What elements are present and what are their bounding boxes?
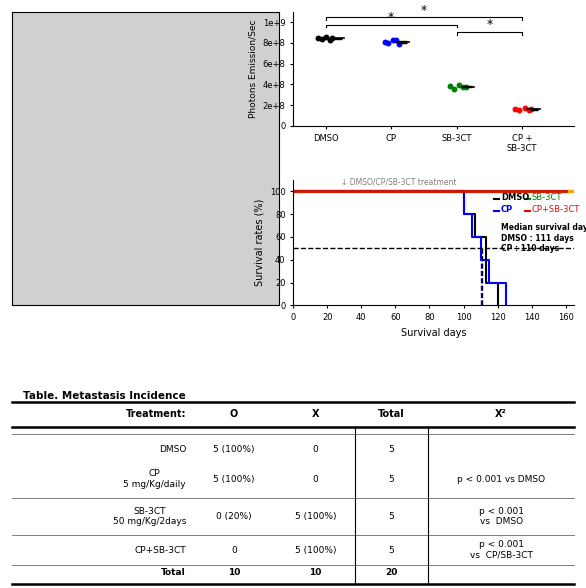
Text: p < 0.001
vs  CP/SB-3CT: p < 0.001 vs CP/SB-3CT xyxy=(470,540,533,560)
Text: X²: X² xyxy=(495,409,507,419)
Text: X: X xyxy=(312,409,319,419)
Point xyxy=(520,103,529,113)
Point xyxy=(455,81,464,90)
Text: SB-3CT: SB-3CT xyxy=(532,193,562,202)
Text: p < 0.001
vs  DMSO: p < 0.001 vs DMSO xyxy=(479,507,524,526)
Text: 5: 5 xyxy=(389,475,394,483)
Text: *: * xyxy=(388,11,394,24)
Text: 5: 5 xyxy=(389,546,394,554)
Point xyxy=(394,39,404,49)
Point xyxy=(392,36,401,45)
Y-axis label: Photons Emission/Sec: Photons Emission/Sec xyxy=(248,19,257,118)
Point xyxy=(445,82,455,91)
Text: Total: Total xyxy=(378,409,405,419)
Point xyxy=(388,35,397,45)
Point xyxy=(524,105,533,115)
Text: Table. Metastasis Incidence: Table. Metastasis Incidence xyxy=(23,391,186,401)
Point xyxy=(317,34,326,44)
Text: 5 (100%): 5 (100%) xyxy=(213,445,255,454)
Text: CP+SB-3CT: CP+SB-3CT xyxy=(532,205,580,214)
Text: CP
5 mg/Kg/daily: CP 5 mg/Kg/daily xyxy=(124,469,186,489)
Text: SB-3CT
50 mg/Kg/2days: SB-3CT 50 mg/Kg/2days xyxy=(113,507,186,526)
Text: *: * xyxy=(486,18,492,31)
Text: 5: 5 xyxy=(389,445,394,454)
Point xyxy=(526,104,536,113)
Text: ↓ DMSO/CP/SB-3CT treatment: ↓ DMSO/CP/SB-3CT treatment xyxy=(341,178,456,186)
Point xyxy=(325,35,335,45)
Text: DMSO: DMSO xyxy=(159,445,186,454)
Text: p < 0.001 vs DMSO: p < 0.001 vs DMSO xyxy=(457,475,545,483)
Text: DMSO: DMSO xyxy=(501,193,529,202)
Text: 5 (100%): 5 (100%) xyxy=(295,546,336,554)
Text: 5 (100%): 5 (100%) xyxy=(213,475,255,483)
Text: 0: 0 xyxy=(312,475,318,483)
Point xyxy=(314,33,323,42)
Text: Total: Total xyxy=(161,568,186,577)
Point xyxy=(458,83,468,92)
Y-axis label: Survival rates (%): Survival rates (%) xyxy=(254,199,264,286)
Text: 0: 0 xyxy=(312,445,318,454)
Text: CP: CP xyxy=(501,205,513,214)
X-axis label: Survival days: Survival days xyxy=(401,328,466,338)
Text: 0: 0 xyxy=(231,546,237,554)
Text: 5: 5 xyxy=(389,512,394,521)
Text: Median survival days :
DMSO : 111 days
CP : 110 days: Median survival days : DMSO : 111 days C… xyxy=(501,223,586,253)
Text: O: O xyxy=(230,409,238,419)
Point xyxy=(321,32,331,41)
Text: 20: 20 xyxy=(385,568,398,577)
Point xyxy=(461,82,471,92)
Point xyxy=(380,37,389,46)
Point xyxy=(449,84,459,93)
Point xyxy=(511,105,520,114)
Point xyxy=(383,38,393,48)
Text: 10: 10 xyxy=(309,568,322,577)
Text: 10: 10 xyxy=(228,568,240,577)
Text: CP+SB-3CT: CP+SB-3CT xyxy=(135,546,186,554)
Text: Treatment:: Treatment: xyxy=(125,409,186,419)
Point xyxy=(515,106,524,115)
Text: 0 (20%): 0 (20%) xyxy=(216,512,252,521)
Text: 5 (100%): 5 (100%) xyxy=(295,512,336,521)
Point xyxy=(328,34,337,43)
Text: *: * xyxy=(421,4,427,16)
